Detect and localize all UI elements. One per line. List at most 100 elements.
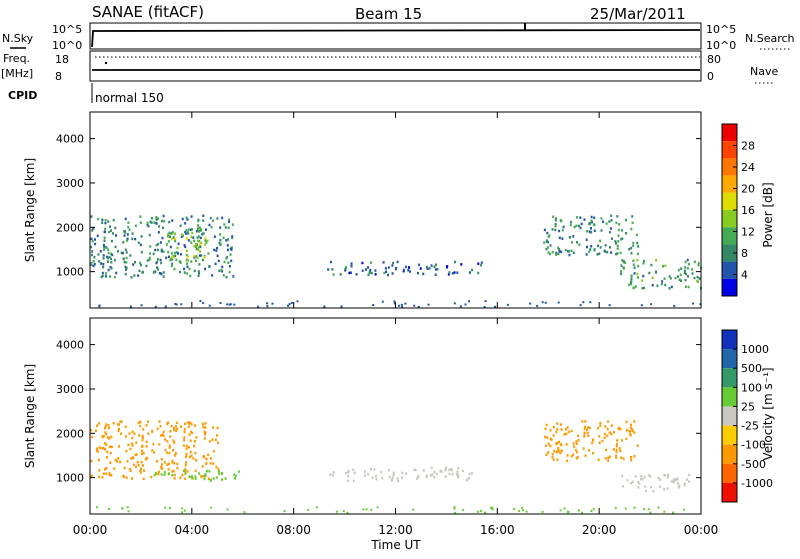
colorbar-tick-label: 100 (741, 381, 762, 394)
scatter-cell (173, 232, 176, 235)
scatter-cell (166, 463, 169, 466)
scatter-cell (169, 245, 172, 249)
scatter-cell (172, 448, 175, 452)
scatter-cell (208, 264, 211, 268)
scatter-cell (615, 456, 618, 459)
scatter-cell (552, 434, 555, 437)
scatter-cell (453, 271, 456, 274)
scatter-cell (640, 475, 643, 478)
scatter-cell (124, 272, 127, 276)
scatter-cell (194, 439, 197, 443)
scatter-cell (157, 242, 160, 246)
colorbar-segment (722, 387, 737, 407)
scatter-cell (164, 448, 167, 452)
scatter-cell (418, 263, 421, 267)
scatter-cell (619, 251, 622, 255)
scatter-cell (116, 250, 119, 253)
scatter-cell (345, 266, 348, 269)
power-panel-frame (89, 111, 702, 309)
scatter-cell (425, 265, 428, 269)
scatter-cell (197, 235, 200, 238)
scatter-cell (168, 446, 171, 449)
scatter-cell (222, 273, 225, 277)
scatter-cell (213, 235, 216, 238)
colorbar-tick-label: 1000 (741, 343, 769, 356)
colorbar-tick-label: -100 (741, 439, 766, 452)
scatter-cell (179, 253, 182, 256)
scatter-cell (158, 225, 161, 228)
near-range-cell (202, 302, 205, 305)
near-range-cell (464, 303, 467, 306)
near-range-cell (522, 509, 525, 512)
scatter-cell (183, 271, 186, 274)
scatter-cell (477, 262, 480, 265)
scatter-cell (651, 284, 654, 287)
scatter-cell (194, 477, 197, 481)
scatter-cell (100, 275, 103, 279)
scatter-cell (157, 470, 160, 474)
near-range-cell (614, 506, 617, 509)
near-range-cell (590, 510, 593, 513)
scatter-cell (193, 245, 196, 248)
scatter-cell (99, 447, 102, 450)
scatter-cell (94, 429, 97, 433)
scatter-cell (591, 441, 594, 445)
scatter-cell (221, 265, 224, 269)
scatter-cell (184, 467, 187, 471)
near-range-cell (468, 300, 471, 303)
scatter-cell (187, 239, 190, 242)
scatter-cell (457, 475, 460, 479)
scatter-cell (205, 458, 208, 461)
scatter-cell (557, 449, 560, 452)
scatter-cell (625, 231, 628, 235)
scatter-cell (195, 255, 198, 258)
scatter-cell (391, 264, 394, 267)
scatter-cell (172, 254, 175, 258)
scatter-cell (601, 439, 604, 443)
scatter-cell (98, 475, 101, 479)
scatter-cell (234, 477, 237, 480)
scatter-cell (620, 439, 623, 442)
scatter-cell (129, 447, 132, 451)
scatter-cell (416, 477, 419, 480)
near-range-cell (226, 303, 229, 306)
scatter-cell (136, 460, 139, 464)
scatter-cell (555, 253, 558, 256)
scatter-cell (109, 265, 112, 269)
scatter-cell (148, 233, 151, 237)
colorbar-segment (722, 227, 737, 245)
scatter-cell (144, 457, 147, 461)
scatter-cell (560, 219, 563, 223)
near-range-cell (393, 300, 396, 303)
scatter-cell (668, 287, 671, 290)
scatter-cell (234, 474, 237, 478)
near-range-cell (479, 509, 482, 512)
scatter-cell (367, 273, 370, 277)
scatter-cell (147, 224, 150, 228)
near-range-cell (683, 508, 686, 511)
scatter-cell (107, 256, 110, 260)
scatter-cell (556, 450, 559, 454)
scatter-cell (640, 477, 643, 481)
scatter-cell (387, 266, 390, 269)
scatter-cell (619, 449, 622, 453)
scatter-cell (110, 252, 113, 256)
near-range-cell (521, 506, 524, 509)
scatter-cell (555, 251, 558, 255)
scatter-cell (558, 236, 561, 240)
scatter-cell (194, 475, 197, 478)
scatter-cell (172, 469, 175, 473)
scatter-cell (625, 428, 628, 432)
scatter-cell (560, 428, 563, 431)
scatter-cell (604, 425, 607, 428)
scatter-cell (110, 266, 113, 270)
scatter-cell (631, 215, 634, 218)
scatter-cell (585, 245, 588, 249)
scatter-cell (610, 214, 613, 218)
scatter-cell (647, 474, 650, 477)
scatter-cell (168, 444, 171, 447)
scatter-cell (592, 438, 595, 442)
scatter-cell (560, 423, 563, 426)
scatter-cell (220, 471, 223, 475)
scatter-cell (96, 234, 99, 238)
